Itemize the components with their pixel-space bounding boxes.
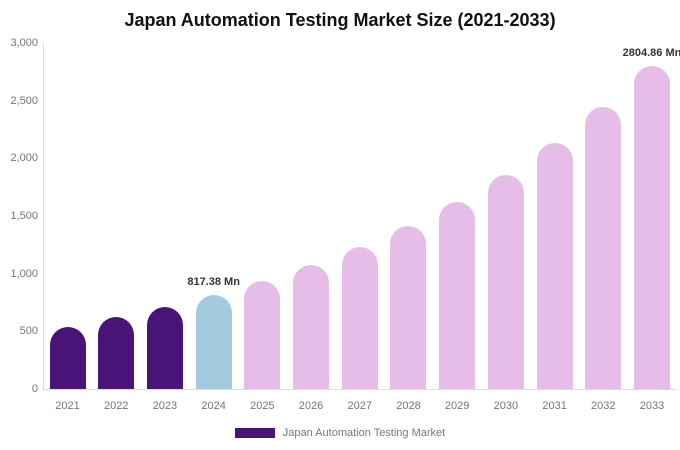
- x-tick-label-2027: 2027: [347, 400, 372, 412]
- value-label-2033: 2804.86 Mn: [622, 46, 680, 59]
- legend-label: Japan Automation Testing Market: [282, 427, 446, 439]
- bar-2022[interactable]: [98, 317, 135, 389]
- x-tick-label-2025: 2025: [250, 400, 275, 412]
- bar-2030[interactable]: [487, 174, 524, 389]
- x-axis-line: [43, 389, 677, 390]
- legend-item[interactable]: Japan Automation Testing Market: [234, 427, 446, 439]
- value-label-2024: 817.38 Mn: [187, 275, 240, 288]
- x-tick-label-2021: 2021: [55, 400, 80, 412]
- x-tick-label-2029: 2029: [444, 400, 470, 412]
- y-tick-label-0: 0: [31, 383, 38, 395]
- bar-2032[interactable]: [585, 107, 622, 389]
- y-tick-label-3000: 3,000: [10, 37, 38, 49]
- x-tick-label-2026: 2026: [298, 400, 324, 412]
- bar-2027[interactable]: [341, 246, 378, 389]
- x-tick-label-2030: 2030: [493, 400, 519, 412]
- x-tick-label-2033: 2033: [639, 400, 665, 412]
- x-tick-label-2028: 2028: [396, 400, 421, 412]
- y-axis-line: [43, 43, 44, 389]
- y-tick-label-1000: 1,000: [10, 267, 38, 280]
- bar-2033[interactable]: [634, 65, 671, 389]
- x-tick-label-2023: 2023: [152, 400, 178, 412]
- bar-2023[interactable]: [146, 306, 183, 389]
- y-tick-label-2500: 2,500: [10, 94, 38, 107]
- y-tick-label-2000: 2,000: [10, 152, 38, 165]
- bar-2024[interactable]: [195, 294, 232, 389]
- x-tick-label-2032: 2032: [591, 400, 616, 412]
- legend: Japan Automation Testing Market: [0, 427, 680, 439]
- bar-2025[interactable]: [244, 280, 281, 389]
- y-tick-label-500: 500: [19, 325, 38, 338]
- chart-title: Japan Automation Testing Market Size (20…: [124, 10, 556, 30]
- legend-swatch: [234, 428, 275, 438]
- bar-2029[interactable]: [439, 202, 476, 389]
- bar-2028[interactable]: [390, 225, 427, 389]
- bar-2021[interactable]: [49, 326, 86, 389]
- x-tick-label-2022: 2022: [103, 400, 129, 412]
- bar-2031[interactable]: [536, 143, 573, 389]
- x-tick-label-2031: 2031: [542, 400, 567, 412]
- x-tick-label-2024: 2024: [201, 400, 226, 412]
- y-tick-label-1500: 1,500: [10, 210, 38, 222]
- bar-2026[interactable]: [293, 265, 330, 389]
